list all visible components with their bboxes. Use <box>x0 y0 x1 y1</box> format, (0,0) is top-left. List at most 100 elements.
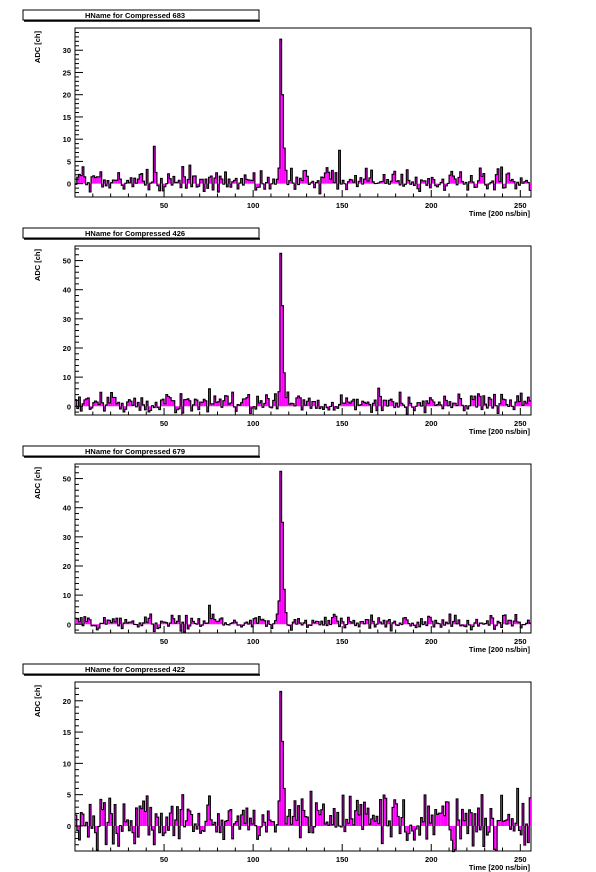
histogram-bar <box>132 620 134 625</box>
y-axis-label: ADC [ch] <box>33 31 42 64</box>
histogram-bar <box>504 820 507 826</box>
histogram-bar <box>121 403 124 407</box>
histogram-bar <box>253 810 255 826</box>
histogram-bar <box>486 620 489 625</box>
histogram-bar <box>194 399 197 407</box>
histogram-bar <box>92 175 95 184</box>
histogram-bar <box>367 181 369 184</box>
histogram-bar <box>381 825 384 844</box>
histogram-bar <box>181 406 184 414</box>
histogram-bar <box>497 406 499 414</box>
histogram-bar <box>178 615 181 625</box>
histogram-bar <box>82 403 84 407</box>
histogram-bar <box>520 825 523 835</box>
histogram-bar <box>283 589 286 625</box>
histogram-bar <box>254 183 257 191</box>
histogram-bar <box>142 801 145 826</box>
histogram-bar <box>126 819 129 826</box>
histogram-bar <box>249 620 252 625</box>
histogram-bar <box>148 825 150 835</box>
histogram-bar <box>322 177 325 184</box>
histogram-bar <box>397 624 400 626</box>
histogram-bar <box>301 406 303 410</box>
histogram-bar <box>370 615 373 625</box>
histogram-bar <box>498 403 501 407</box>
histogram-bar <box>183 176 186 184</box>
histogram-bar <box>472 399 474 407</box>
histogram-bar <box>149 807 152 826</box>
histogram-bar <box>347 617 350 625</box>
histogram-bar <box>477 393 480 407</box>
histogram-bar <box>365 168 368 184</box>
x-tick-label: 200 <box>425 637 438 646</box>
histogram-bar <box>96 176 99 184</box>
histogram-bar <box>132 825 134 833</box>
y-tick-label: 15 <box>63 113 71 122</box>
histogram-bar <box>475 183 478 188</box>
histogram-bar <box>254 617 257 625</box>
histogram-panel-679: HName for Compressed 679 50 100 150 200 250 0 1… <box>0 436 596 654</box>
histogram-bar <box>278 600 280 625</box>
x-tick-label: 50 <box>160 419 168 428</box>
histogram-bar <box>183 624 186 632</box>
histogram-bar <box>83 176 86 184</box>
y-tick-label: 20 <box>63 344 71 353</box>
histogram-bar <box>89 619 92 625</box>
histogram-bar <box>263 620 266 625</box>
histogram-bar <box>108 798 111 826</box>
histogram-bar <box>107 620 109 625</box>
histogram-outline <box>75 38 531 195</box>
histogram-bar <box>251 624 254 627</box>
y-tick-label: 50 <box>63 257 71 266</box>
histogram-bar <box>294 619 296 625</box>
histogram-bar <box>509 399 512 407</box>
histogram-bar <box>420 179 423 184</box>
histogram-bar <box>516 395 519 407</box>
histogram-bar <box>229 809 232 826</box>
histogram-bar <box>358 624 360 627</box>
histogram-bar <box>132 183 134 187</box>
histogram-bar <box>513 621 515 625</box>
histogram-bar <box>360 804 362 826</box>
histogram-bar <box>133 398 136 407</box>
histogram-bar <box>208 388 211 407</box>
histogram-bar <box>468 181 471 184</box>
histogram-bar <box>221 617 223 625</box>
histogram-bar <box>112 825 115 844</box>
histogram-bar <box>142 622 145 625</box>
histogram-bar <box>413 825 416 841</box>
histogram-bars <box>75 39 531 194</box>
histogram-bar <box>226 183 229 187</box>
histogram-bar <box>372 621 375 625</box>
histogram-bar <box>126 622 129 625</box>
histogram-bar <box>78 397 81 407</box>
histogram-bar <box>370 406 373 413</box>
histogram-bar <box>431 815 434 826</box>
histogram-bar <box>311 620 314 625</box>
histogram-bar <box>417 183 419 189</box>
histogram-bar <box>384 400 387 407</box>
histogram-bar <box>153 146 156 184</box>
histogram-bar <box>311 181 314 184</box>
histogram-bar <box>504 183 507 188</box>
histogram-bar <box>320 809 323 826</box>
histogram-bar <box>295 177 298 184</box>
histogram-bar <box>249 818 252 826</box>
histogram-bar <box>436 814 439 826</box>
histogram-bar <box>299 622 302 625</box>
histogram-bar <box>361 401 364 407</box>
histogram-bar <box>94 624 97 626</box>
histogram-bar <box>160 813 163 826</box>
x-tick-label: 150 <box>336 637 349 646</box>
histogram-bar <box>121 825 124 832</box>
histogram-bar <box>96 825 99 851</box>
histogram-bar <box>98 404 100 407</box>
histogram-bar <box>162 399 165 407</box>
histogram-bar <box>342 180 344 184</box>
plot-frame <box>74 245 532 416</box>
histogram-bar <box>304 620 307 625</box>
histogram-bar <box>379 396 382 407</box>
histogram-bar <box>429 823 432 826</box>
histogram-bar <box>317 810 320 826</box>
histogram-bar <box>498 181 501 184</box>
